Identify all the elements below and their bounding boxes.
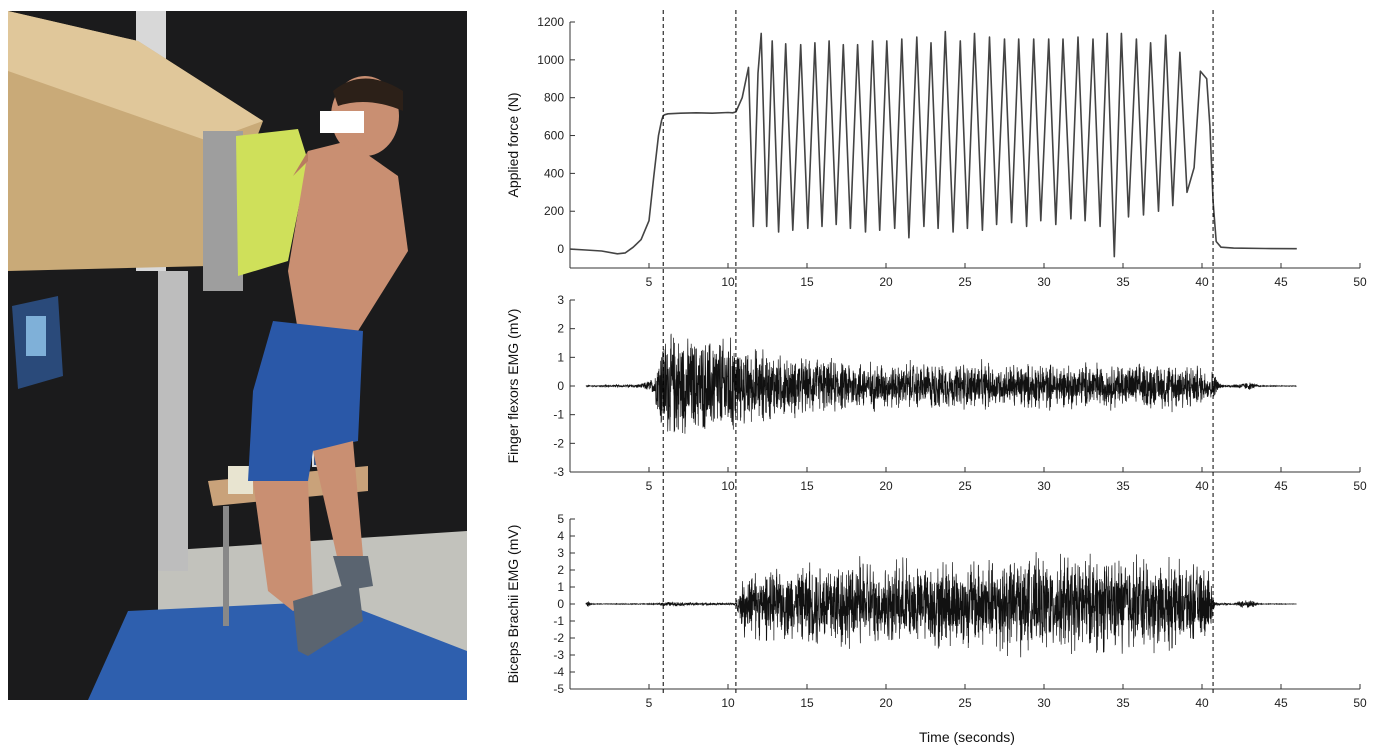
x-tick-label: 15 bbox=[800, 275, 814, 289]
x-tick-label: 20 bbox=[879, 275, 893, 289]
x-tick-label: 30 bbox=[1037, 479, 1051, 493]
x-tick-label: 5 bbox=[646, 275, 653, 289]
mat-icon bbox=[88, 601, 467, 700]
y-tick-label: -3 bbox=[553, 648, 564, 662]
y-tick-label: 3 bbox=[557, 546, 564, 560]
y-tick-label: 4 bbox=[557, 529, 564, 543]
emg-trace bbox=[585, 552, 1297, 658]
y-tick-label: 0 bbox=[557, 379, 564, 393]
x-tick-label: 45 bbox=[1274, 275, 1288, 289]
y-tick-label: 600 bbox=[544, 129, 564, 143]
x-tick-label: 10 bbox=[721, 479, 735, 493]
y-tick-label: 2 bbox=[557, 322, 564, 336]
x-tick-label: 25 bbox=[958, 275, 972, 289]
x-tick-label: 10 bbox=[721, 696, 735, 710]
force-trace bbox=[569, 30, 1297, 258]
x-tick-label: 5 bbox=[646, 696, 653, 710]
y-tick-label: 1200 bbox=[537, 15, 564, 29]
y-axis-title: Biceps Brachii EMG (mV) bbox=[505, 525, 521, 684]
x-tick-label: 10 bbox=[721, 275, 735, 289]
x-tick-label: 20 bbox=[879, 479, 893, 493]
shorts bbox=[248, 321, 363, 481]
y-tick-label: 5 bbox=[557, 512, 564, 526]
x-tick-label: 5 bbox=[646, 479, 653, 493]
x-tick-label: 20 bbox=[879, 696, 893, 710]
monitor-screen bbox=[26, 316, 46, 356]
y-axis-title: Applied force (N) bbox=[505, 92, 521, 197]
x-axis-title: Time (seconds) bbox=[919, 729, 1015, 745]
x-tick-label: 50 bbox=[1353, 696, 1367, 710]
y-axis-title: Finger flexors EMG (mV) bbox=[505, 309, 521, 464]
x-tick-label: 25 bbox=[958, 479, 972, 493]
x-tick-label: 40 bbox=[1195, 696, 1209, 710]
y-tick-label: 3 bbox=[557, 293, 564, 307]
x-tick-label: 50 bbox=[1353, 275, 1367, 289]
x-tick-label: 40 bbox=[1195, 275, 1209, 289]
table-leg bbox=[223, 506, 229, 626]
x-tick-label: 25 bbox=[958, 696, 972, 710]
y-tick-label: -2 bbox=[553, 436, 564, 450]
y-tick-label: -1 bbox=[553, 408, 564, 422]
x-tick-label: 35 bbox=[1116, 479, 1130, 493]
y-tick-label: 400 bbox=[544, 166, 564, 180]
y-tick-label: 1000 bbox=[537, 53, 564, 67]
x-tick-label: 50 bbox=[1353, 479, 1367, 493]
y-tick-label: 800 bbox=[544, 91, 564, 105]
experiment-photo bbox=[8, 11, 467, 700]
person-hanging-icon bbox=[248, 76, 408, 656]
y-tick-label: 2 bbox=[557, 563, 564, 577]
y-tick-label: -2 bbox=[553, 631, 564, 645]
event-markers bbox=[662, 10, 1214, 696]
y-tick-label: 1 bbox=[557, 580, 564, 594]
x-tick-label: 35 bbox=[1116, 696, 1130, 710]
x-tick-label: 15 bbox=[800, 696, 814, 710]
x-tick-label: 45 bbox=[1274, 696, 1288, 710]
y-tick-label: 200 bbox=[544, 204, 564, 218]
y-tick-label: -4 bbox=[553, 665, 564, 679]
force-panel: 0 200 400 600 800 1000 1200 5 10 15 20 25 30 35 40 45 50… bbox=[505, 15, 1367, 289]
y-tick-label: -1 bbox=[553, 614, 564, 628]
x-tick-label: 40 bbox=[1195, 479, 1209, 493]
board-top bbox=[8, 11, 263, 141]
x-tick-label: 30 bbox=[1037, 275, 1051, 289]
y-tick-label: 1 bbox=[557, 350, 564, 364]
x-tick-label: 15 bbox=[800, 479, 814, 493]
x-tick-label: 30 bbox=[1037, 696, 1051, 710]
face-blur bbox=[320, 111, 364, 133]
shoe-icon bbox=[333, 556, 373, 591]
pillar-lower bbox=[158, 271, 188, 571]
emg-trace bbox=[585, 333, 1297, 434]
y-tick-label: -5 bbox=[553, 682, 564, 696]
y-tick-label: 0 bbox=[557, 242, 564, 256]
shoe-icon bbox=[293, 581, 363, 656]
hold-icon bbox=[236, 129, 308, 276]
y-tick-label: 0 bbox=[557, 597, 564, 611]
x-tick-label: 35 bbox=[1116, 275, 1130, 289]
y-tick-label: -3 bbox=[553, 465, 564, 479]
x-tick-label: 45 bbox=[1274, 479, 1288, 493]
